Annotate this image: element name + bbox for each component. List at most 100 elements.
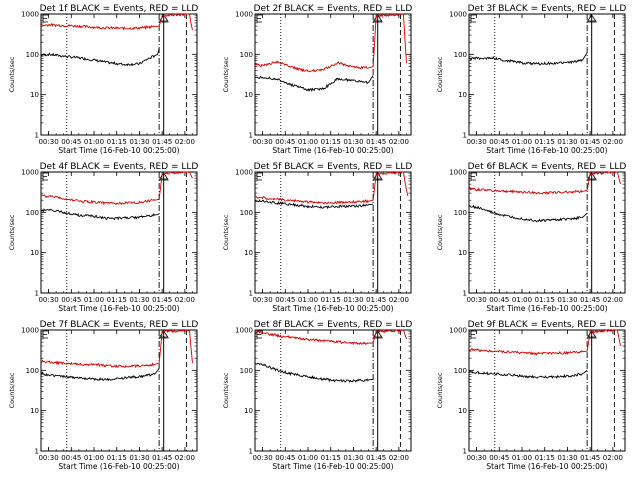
x-tick-label: 01:00 [512,454,532,462]
x-axis-label: Start Time (16-Feb-10 00:25:00) [272,462,393,471]
start-marker-icon [256,172,262,181]
y-tick-label: 10 [244,407,253,415]
x-tick-label: 01:15 [107,138,127,146]
start-marker-icon [42,172,48,181]
x-tick-label: 00:30 [252,454,272,462]
chart-title: Det 2f BLACK = Events, RED = LLD [254,4,413,14]
x-axis-label: Start Time (16-Feb-10 00:25:00) [486,146,607,155]
y-tick-label: 10 [458,249,467,257]
y-tick-label: 100 [454,209,467,217]
y-axis-label: Counts/sec [222,56,230,92]
y-axis-label: Counts/sec [8,372,16,408]
x-tick-label: 01:15 [321,296,341,304]
x-tick-label: 01:00 [84,454,104,462]
plot-frame [40,329,198,452]
y-tick-label: 1 [35,448,39,456]
series-line-events [40,208,160,221]
x-tick-label: 01:00 [84,138,104,146]
y-tick-label: 10 [244,249,253,257]
x-tick-label: 01:15 [321,138,341,146]
x-axis-label: Start Time (16-Feb-10 00:25:00) [58,146,179,155]
y-tick-label: 10 [30,249,39,257]
chart-title: Det 9f BLACK = Events, RED = LLD [468,320,627,330]
x-tick-label: 01:45 [152,138,172,146]
y-tick-label: 10 [458,91,467,99]
y-tick-label: 100 [454,367,467,375]
y-tick-label: 1 [35,290,39,298]
y-tick-label: 1 [35,132,39,140]
plot-frame [254,13,412,136]
y-tick-label: 1000 [21,169,39,177]
x-tick-label: 02:00 [389,138,409,146]
y-tick-label: 1 [249,290,253,298]
y-axis-label: Counts/sec [436,56,444,92]
x-tick-label: 01:30 [343,138,363,146]
x-tick-label: 01:15 [107,296,127,304]
start-marker-icon [42,14,48,23]
x-tick-label: 01:00 [512,138,532,146]
y-tick-label: 1000 [235,11,253,19]
y-tick-label: 1 [463,448,467,456]
chart-panel-7: Det 7f BLACK = Events, RED = LLD 00:30 00:… [8,320,198,471]
chart-panel-1: Det 1f BLACK = Events, RED = LLD 00:30 00:… [8,4,198,155]
plot-frame [468,171,626,294]
x-tick-label: 00:30 [466,454,486,462]
x-tick-label: 00:45 [489,454,509,462]
x-tick-label: 01:45 [152,454,172,462]
x-tick-label: 00:45 [275,296,295,304]
plot-frame [40,171,198,294]
x-axis-label: Start Time (16-Feb-10 00:25:00) [58,462,179,471]
x-tick-label: 00:30 [38,454,58,462]
x-tick-label: 00:30 [38,296,58,304]
y-axis-label: Counts/sec [222,214,230,250]
chart-panel-5: Det 5f BLACK = Events, RED = LLD 00:30 00:… [222,162,412,313]
series-line-events [255,75,374,93]
y-axis-label: Counts/sec [436,372,444,408]
triangle-marker-icon [586,14,597,23]
x-tick-label: 01:30 [557,454,577,462]
x-tick-label: 01:45 [366,138,386,146]
x-tick-label: 00:45 [275,138,295,146]
y-tick-label: 100 [26,51,39,59]
chart-title: Det 6f BLACK = Events, RED = LLD [468,162,627,172]
y-tick-label: 100 [240,367,253,375]
chart-panel-2: Det 2f BLACK = Events, RED = LLD 00:30 00:… [222,4,412,155]
x-tick-label: 02:00 [389,296,409,304]
y-axis-label: Counts/sec [8,214,16,250]
x-tick-label: 01:00 [298,296,318,304]
x-tick-label: 02:00 [175,138,195,146]
y-tick-label: 10 [458,407,467,415]
y-tick-label: 1 [463,132,467,140]
plot-frame [468,13,626,136]
chart-title: Det 3f BLACK = Events, RED = LLD [468,4,627,14]
x-tick-label: 00:45 [489,296,509,304]
x-tick-label: 01:45 [580,296,600,304]
y-tick-label: 1000 [21,327,39,335]
y-tick-label: 1000 [449,11,467,19]
x-tick-label: 02:00 [603,138,623,146]
y-tick-label: 1 [463,290,467,298]
y-tick-label: 10 [30,91,39,99]
x-axis-label: Start Time (16-Feb-10 00:25:00) [486,462,607,471]
y-tick-label: 1000 [449,169,467,177]
y-tick-label: 1000 [449,327,467,335]
series-line-lld [254,328,407,346]
x-tick-label: 01:45 [366,296,386,304]
start-marker-icon [42,330,48,339]
x-tick-label: 01:45 [580,138,600,146]
chart-panel-6: Det 6f BLACK = Events, RED = LLD 00:30 00:… [436,162,626,313]
series-line-events [254,362,374,383]
x-tick-label: 01:45 [366,454,386,462]
y-tick-label: 100 [26,367,39,375]
plot-frame [468,329,626,452]
start-marker-icon [470,172,476,181]
y-tick-label: 1000 [235,169,253,177]
y-tick-label: 10 [244,91,253,99]
y-tick-label: 10 [30,407,39,415]
x-axis-label: Start Time (16-Feb-10 00:25:00) [272,304,393,313]
x-tick-label: 01:00 [84,296,104,304]
chart-title: Det 8f BLACK = Events, RED = LLD [254,320,413,330]
chart-title: Det 1f BLACK = Events, RED = LLD [40,4,199,14]
y-axis-label: Counts/sec [8,56,16,92]
